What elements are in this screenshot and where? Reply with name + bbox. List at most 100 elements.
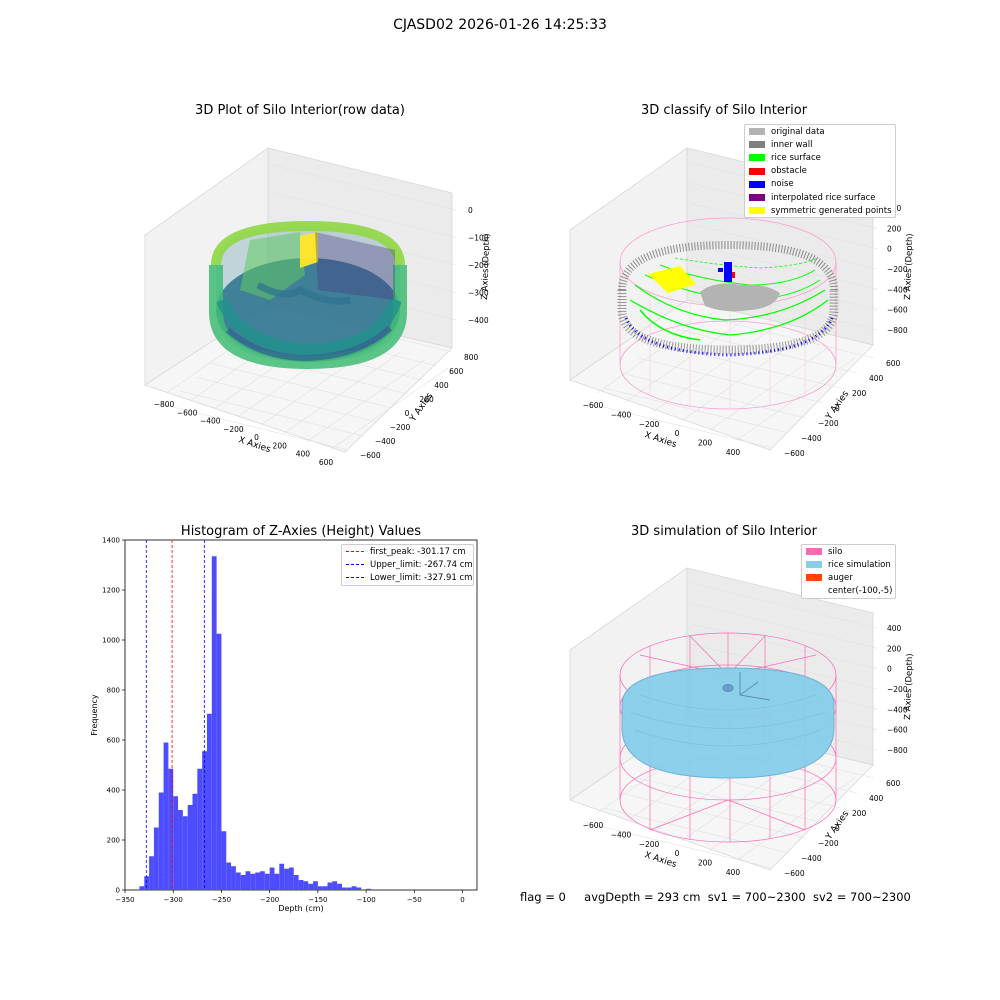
histogram-bar [264, 873, 270, 890]
histogram-bar [240, 875, 246, 890]
axis-tick-label: −200 [390, 423, 411, 432]
axis-tick-label: 0 [887, 665, 892, 674]
histogram-bar [235, 872, 241, 890]
grid-line [637, 777, 824, 824]
axis-tick-label: 600 [886, 359, 901, 368]
histogram-bar [221, 831, 227, 890]
axis-tick-label: −400 [801, 854, 822, 863]
legend-label: noise [771, 179, 794, 190]
axis-tick-label: 600 [319, 458, 334, 467]
grid-line [652, 329, 772, 413]
legend-item: Upper_limit: -267.74 cm [342, 558, 473, 571]
grid-line [603, 387, 790, 434]
classify-ylabel: Y Axies [824, 389, 852, 422]
axis-tick-label: 200 [273, 441, 288, 450]
axis-tick-label: −400 [887, 705, 908, 714]
simulation-ylabel: Y Axies [824, 809, 852, 842]
legend-item: auger [802, 571, 895, 584]
histogram-bar [231, 866, 236, 890]
grid-line [671, 327, 858, 374]
grid-line [271, 192, 457, 238]
x-tick-label: −300 [164, 896, 183, 904]
histogram-title: Histogram of Z-Axies (Height) Values [180, 524, 422, 539]
histogram-bar [245, 871, 251, 890]
figure-title: CJASD02 2026-01-26 14:25:33 [393, 17, 607, 33]
grid-line [329, 367, 449, 451]
histogram-bar [250, 873, 256, 890]
classify-legend: original data inner wall rice surface obsta… [744, 124, 896, 219]
axis-tick-label: −800 [887, 326, 908, 335]
axis-tick-label: 200 [852, 389, 867, 398]
grid-line [306, 359, 426, 442]
axis-tick-label: −600 [177, 408, 198, 417]
grid-line [586, 822, 773, 869]
status-sv2: sv2 = 700~2300 [812, 890, 911, 904]
histogram-bar [139, 886, 145, 890]
legend-label: rice surface [771, 152, 821, 163]
simulation-legend: silo rice simulation auger center(-100,-5) [801, 544, 896, 599]
x-tick-label: −150 [308, 896, 327, 904]
legend-swatch [749, 194, 765, 202]
grid-line [690, 223, 878, 270]
grid-line [271, 164, 457, 211]
x-tick-label: −250 [212, 896, 231, 904]
grid-line [179, 390, 363, 437]
histogram-bar [182, 816, 188, 890]
grid-line [586, 402, 773, 449]
histogram-bar [144, 876, 150, 890]
y-tick-label: 400 [107, 787, 120, 795]
legend-label: interpolated rice surface [771, 192, 876, 203]
legend-label: rice simulation [828, 559, 891, 570]
axis-tick-label: 400 [869, 794, 884, 803]
axis-tick-label: −200 [818, 839, 839, 848]
histogram-bars [139, 556, 371, 890]
classify-plot-title: 3D classify of Silo Interior [640, 103, 808, 118]
legend-line-swatch [346, 564, 364, 566]
histogram-bar [153, 827, 159, 890]
raw-zlabel: Z Axies (Depth) [480, 233, 492, 300]
axis-tick-label: −400 [801, 434, 822, 443]
histogram-bar [211, 556, 217, 890]
axis-tick-label: 200 [698, 859, 713, 868]
legend-item: original data [745, 125, 895, 138]
axis-tick-label: −200 [223, 425, 244, 434]
histogram-bar [279, 863, 285, 890]
axis-tick-label: 0 [468, 206, 473, 215]
legend-label: obstacle [771, 166, 807, 177]
histogram-bar [284, 868, 289, 890]
legend-item: interpolated rice surface [745, 191, 895, 204]
axis-tick-label: −400 [611, 410, 632, 419]
histogram-x-ticks: −350 −300 −250 −200 −150 −100 −50 0 [115, 890, 465, 904]
legend-label: Lower_limit: -327.91 cm [370, 572, 473, 583]
histogram-bar [332, 881, 338, 890]
status-flag: flag = 0 [520, 890, 566, 904]
histogram-bar [351, 886, 357, 890]
axis-tick-label: −400 [887, 285, 908, 294]
raw-point-cloud [209, 220, 407, 370]
histogram-y-ticks: 0 200 400 600 800 1000 1200 1400 [102, 537, 125, 895]
axis-tick-label: −600 [784, 869, 805, 878]
legend-item: rice surface [745, 151, 895, 164]
grid-line [654, 342, 841, 389]
axis-tick-label: −200 [468, 261, 489, 270]
legend-item: noise [745, 178, 895, 191]
histogram-bar [337, 883, 342, 890]
legend-label: inner wall [771, 139, 813, 150]
axis-tick-label: 0 [887, 245, 892, 254]
histogram-bar [341, 887, 347, 890]
axis-tick-label: −600 [887, 726, 908, 735]
axis-tick-label: 0 [254, 433, 259, 442]
legend-item: first_peak: -301.17 cm [342, 545, 473, 558]
grid-line [637, 357, 824, 404]
axis-tick-label: 200 [698, 439, 713, 448]
y-tick-label: 1200 [102, 587, 120, 595]
axis-tick-label: 0 [835, 824, 840, 833]
classify-xlabel: X Axies [643, 430, 678, 450]
legend-line-swatch [346, 577, 364, 579]
histogram-bar [356, 887, 362, 890]
raw-3d-plot: −800−600−400−2000200400600−600−400−20002… [144, 147, 492, 467]
axis-tick-label: 800 [464, 353, 479, 362]
histogram-bar [187, 805, 193, 890]
histogram-bar [322, 886, 328, 890]
grid-line [596, 310, 716, 394]
